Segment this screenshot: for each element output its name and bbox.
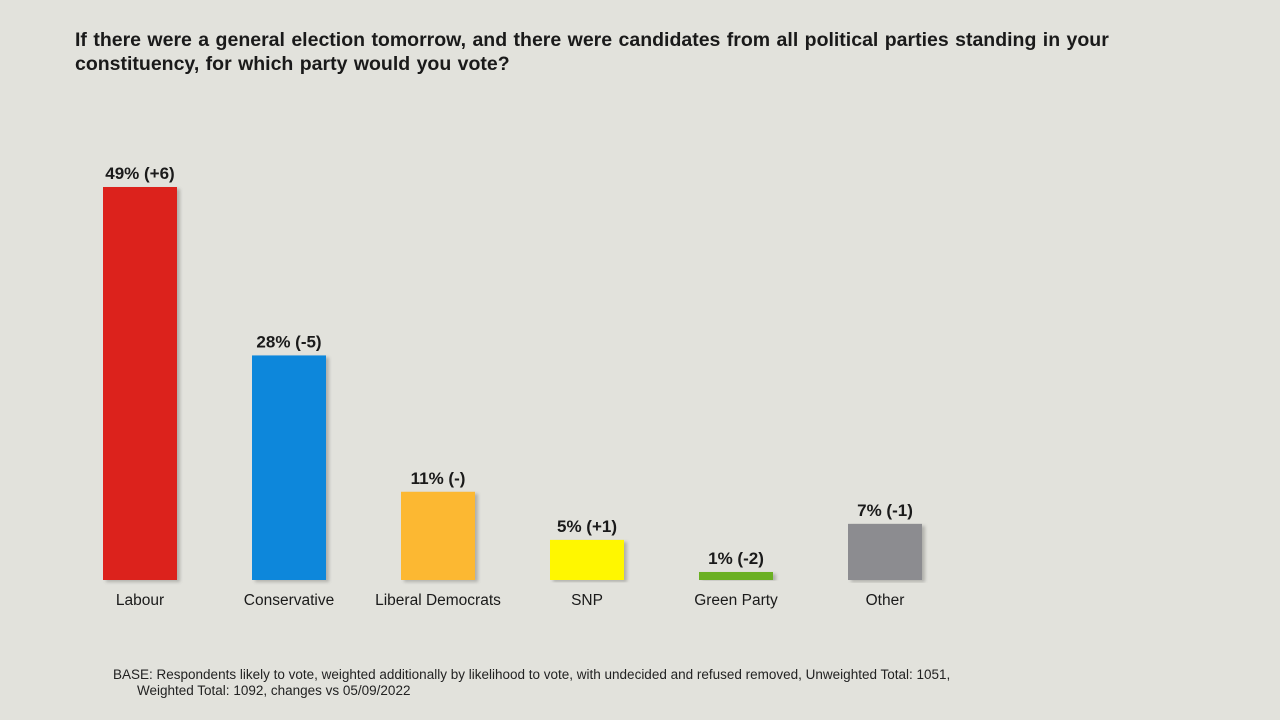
category-label-liberal-democrats: Liberal Democrats	[375, 592, 501, 609]
footnote-line-1: BASE: Respondents likely to vote, weight…	[113, 667, 951, 682]
category-label-snp: SNP	[571, 592, 603, 609]
data-label-snp: 5% (+1)	[557, 517, 617, 536]
bar-green-party	[699, 571, 773, 580]
footnote-line-2: Weighted Total: 1092, changes vs 05/09/2…	[137, 683, 411, 698]
data-label-conservative: 28% (-5)	[256, 332, 321, 351]
data-label-liberal-democrats: 11% (-)	[411, 469, 466, 488]
data-label-labour: 49% (+6)	[105, 164, 174, 183]
chart-title: If there were a general election tomorro…	[75, 29, 1109, 75]
category-label-conservative: Conservative	[244, 592, 334, 609]
base-footnote: BASE: Respondents likely to vote, weight…	[113, 667, 1073, 699]
category-label-other: Other	[866, 592, 905, 609]
category-label-green-party: Green Party	[694, 592, 778, 609]
bar-conservative	[252, 355, 326, 580]
data-label-other: 7% (-1)	[857, 501, 913, 520]
data-label-green-party: 1% (-2)	[708, 549, 764, 568]
bar-liberal-democrats	[401, 491, 475, 580]
bar-labour	[103, 187, 177, 580]
bar-snp	[550, 539, 624, 580]
bar-other	[848, 523, 922, 580]
category-label-labour: Labour	[116, 592, 164, 609]
